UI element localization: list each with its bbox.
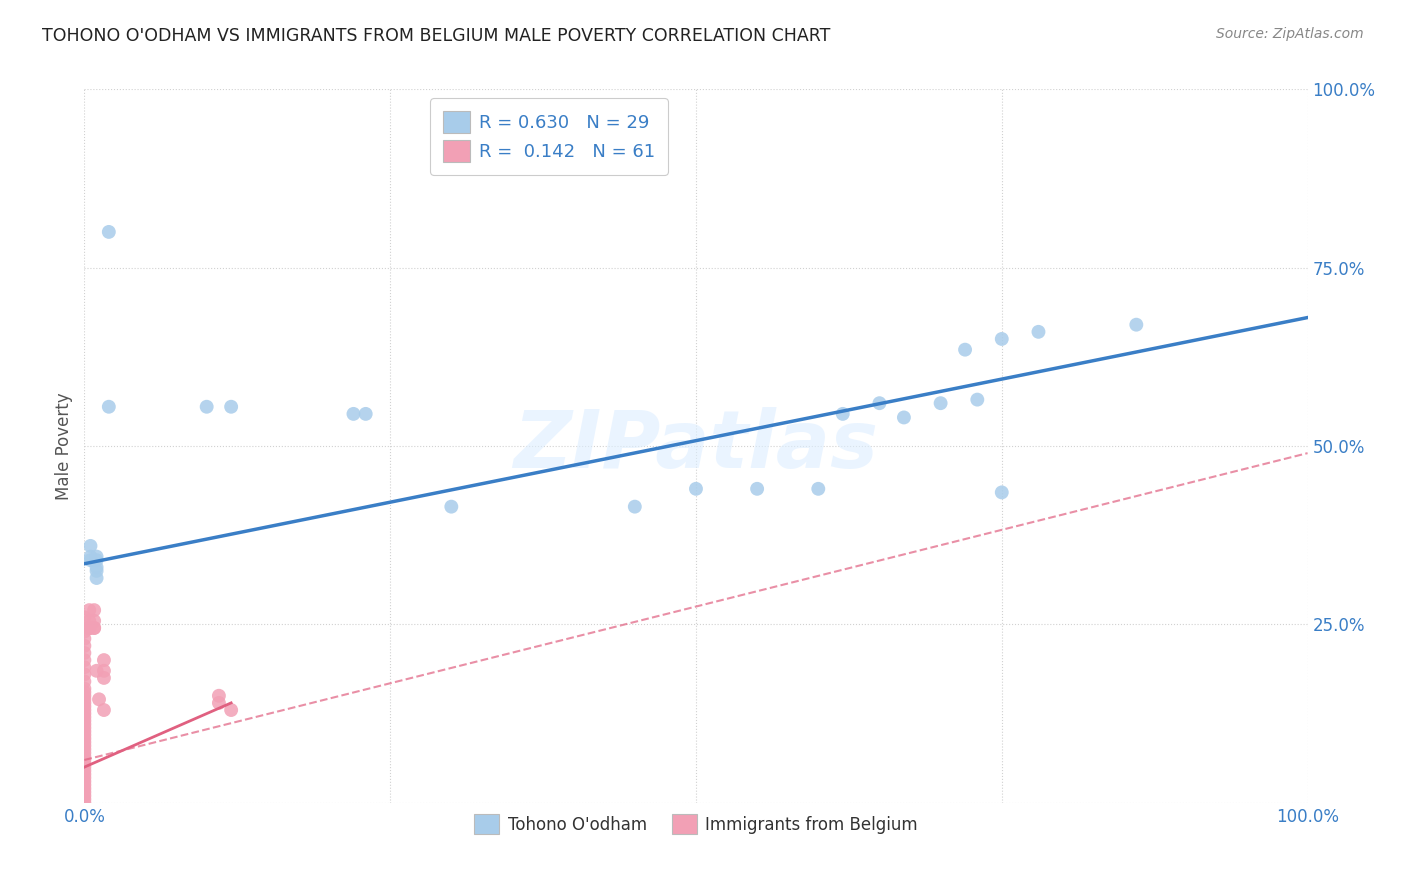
Point bbox=[73, 653, 96, 667]
Point bbox=[966, 392, 988, 407]
Point bbox=[440, 500, 463, 514]
Point bbox=[73, 699, 96, 714]
Point bbox=[73, 624, 96, 639]
Point bbox=[869, 396, 891, 410]
Point bbox=[73, 756, 96, 771]
Point bbox=[86, 549, 108, 564]
Point bbox=[624, 500, 647, 514]
Point bbox=[97, 225, 120, 239]
Point bbox=[342, 407, 364, 421]
Point bbox=[79, 549, 101, 564]
Point bbox=[73, 681, 96, 696]
Point bbox=[73, 796, 96, 810]
Point bbox=[73, 674, 96, 689]
Point bbox=[73, 767, 96, 781]
Point bbox=[73, 724, 96, 739]
Point bbox=[77, 621, 100, 635]
Point bbox=[73, 781, 96, 796]
Point bbox=[73, 714, 96, 728]
Point bbox=[73, 746, 96, 760]
Point bbox=[73, 742, 96, 756]
Text: ZIPatlas: ZIPatlas bbox=[513, 407, 879, 485]
Point bbox=[1028, 325, 1050, 339]
Point bbox=[83, 621, 105, 635]
Point bbox=[73, 639, 96, 653]
Point bbox=[73, 774, 96, 789]
Point bbox=[893, 410, 915, 425]
Point bbox=[86, 560, 108, 574]
Text: Source: ZipAtlas.com: Source: ZipAtlas.com bbox=[1216, 27, 1364, 41]
Point bbox=[73, 764, 96, 778]
Point bbox=[208, 689, 231, 703]
Point bbox=[93, 703, 115, 717]
Point bbox=[73, 610, 96, 624]
Point bbox=[1125, 318, 1147, 332]
Point bbox=[73, 703, 96, 717]
Text: TOHONO O'ODHAM VS IMMIGRANTS FROM BELGIUM MALE POVERTY CORRELATION CHART: TOHONO O'ODHAM VS IMMIGRANTS FROM BELGIU… bbox=[42, 27, 831, 45]
Point bbox=[354, 407, 377, 421]
Point bbox=[73, 692, 96, 706]
Point bbox=[219, 400, 242, 414]
Point bbox=[79, 553, 101, 567]
Point bbox=[73, 735, 96, 749]
Point bbox=[219, 703, 242, 717]
Point bbox=[73, 792, 96, 806]
Point bbox=[79, 539, 101, 553]
Point bbox=[97, 400, 120, 414]
Point bbox=[73, 696, 96, 710]
Point bbox=[929, 396, 952, 410]
Point bbox=[991, 485, 1014, 500]
Point bbox=[73, 706, 96, 721]
Point bbox=[73, 739, 96, 753]
Point bbox=[77, 621, 100, 635]
Point bbox=[73, 717, 96, 731]
Legend: Tohono O'odham, Immigrants from Belgium: Tohono O'odham, Immigrants from Belgium bbox=[468, 807, 924, 841]
Point bbox=[807, 482, 830, 496]
Point bbox=[73, 667, 96, 681]
Point bbox=[77, 603, 100, 617]
Point bbox=[685, 482, 707, 496]
Point bbox=[73, 632, 96, 646]
Point bbox=[87, 692, 110, 706]
Point bbox=[73, 753, 96, 767]
Point bbox=[86, 571, 108, 585]
Point bbox=[73, 685, 96, 699]
Point bbox=[73, 660, 96, 674]
Point bbox=[83, 621, 105, 635]
Point bbox=[73, 710, 96, 724]
Point bbox=[77, 614, 100, 628]
Point bbox=[747, 482, 769, 496]
Y-axis label: Male Poverty: Male Poverty bbox=[55, 392, 73, 500]
Point bbox=[83, 603, 105, 617]
Point bbox=[83, 614, 105, 628]
Point bbox=[73, 749, 96, 764]
Point bbox=[73, 728, 96, 742]
Point bbox=[73, 760, 96, 774]
Point bbox=[73, 646, 96, 660]
Point bbox=[93, 664, 115, 678]
Point bbox=[86, 664, 108, 678]
Point bbox=[77, 621, 100, 635]
Point bbox=[93, 671, 115, 685]
Point bbox=[86, 553, 108, 567]
Point bbox=[93, 653, 115, 667]
Point bbox=[73, 689, 96, 703]
Point bbox=[73, 731, 96, 746]
Point bbox=[86, 564, 108, 578]
Point bbox=[831, 407, 853, 421]
Point bbox=[953, 343, 976, 357]
Point bbox=[73, 778, 96, 792]
Point bbox=[73, 785, 96, 799]
Point bbox=[73, 789, 96, 803]
Point bbox=[73, 771, 96, 785]
Point bbox=[991, 332, 1014, 346]
Point bbox=[73, 721, 96, 735]
Point bbox=[77, 621, 100, 635]
Point bbox=[195, 400, 218, 414]
Point bbox=[208, 696, 231, 710]
